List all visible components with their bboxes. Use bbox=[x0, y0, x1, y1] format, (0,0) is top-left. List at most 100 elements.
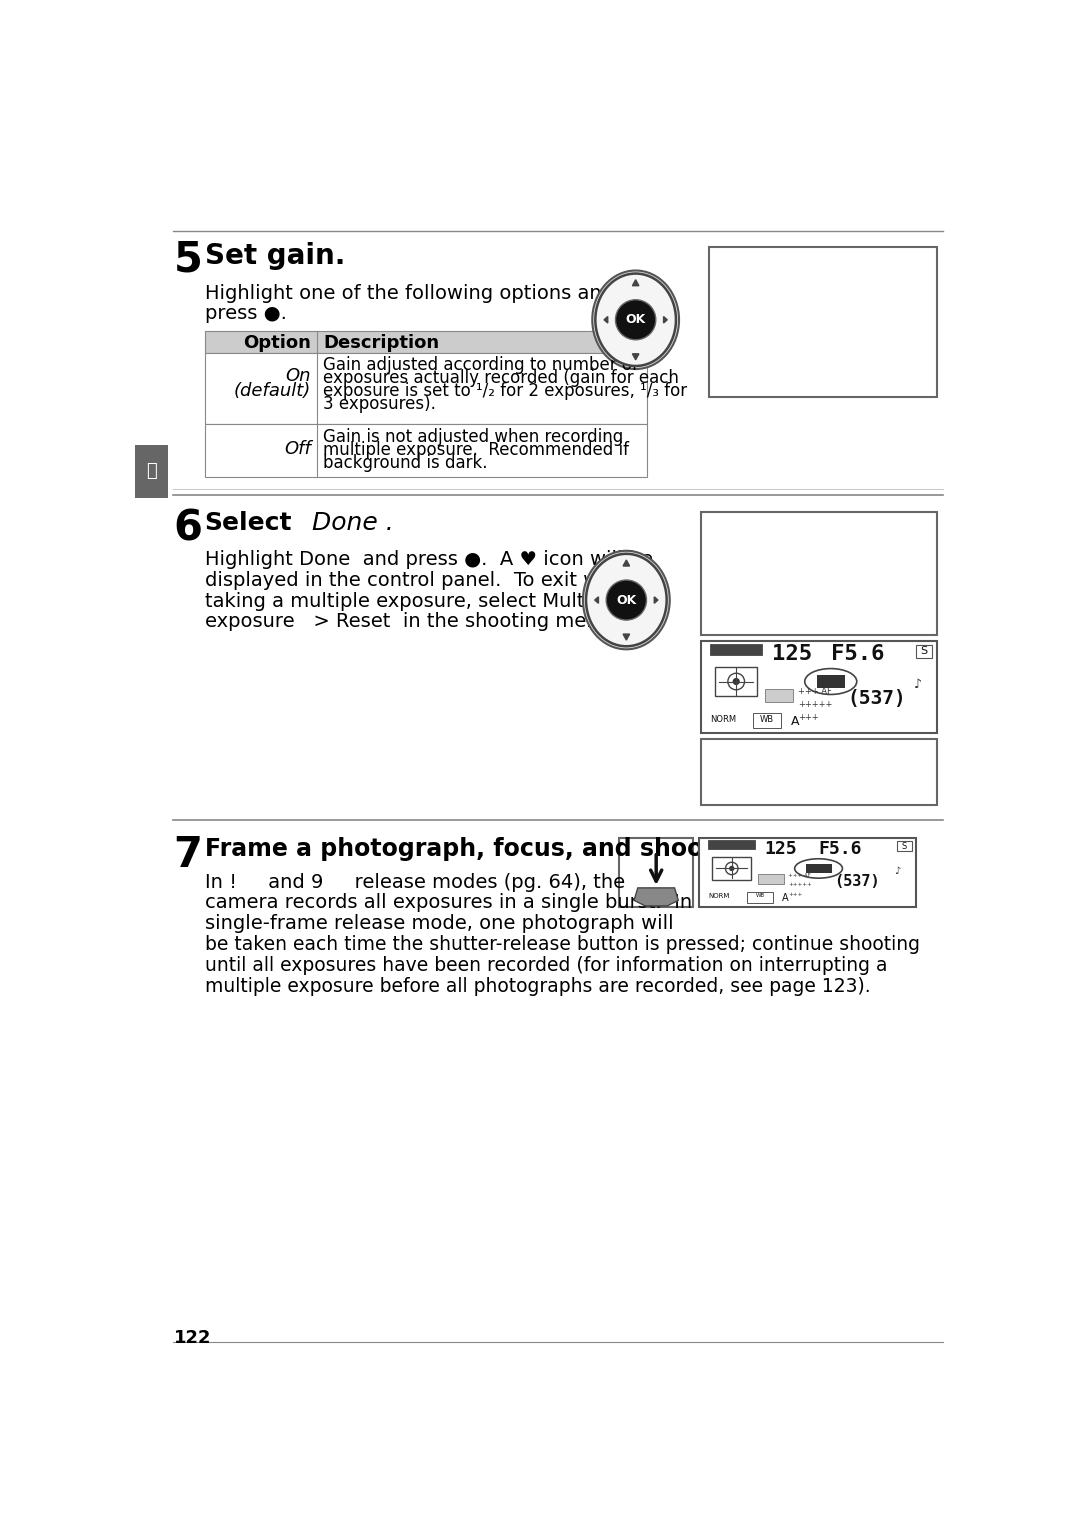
Polygon shape bbox=[604, 317, 608, 323]
Text: +++ AF: +++ AF bbox=[798, 687, 832, 696]
Text: WB: WB bbox=[760, 714, 774, 723]
FancyBboxPatch shape bbox=[896, 841, 912, 852]
Text: On: On bbox=[285, 367, 311, 385]
Ellipse shape bbox=[592, 271, 679, 368]
Text: 125: 125 bbox=[765, 839, 797, 858]
Circle shape bbox=[616, 300, 656, 339]
Text: A: A bbox=[782, 893, 788, 904]
FancyBboxPatch shape bbox=[806, 864, 832, 873]
Text: In !     and 9     release modes (pg. 64), the: In ! and 9 release modes (pg. 64), the bbox=[205, 873, 625, 891]
Text: (537): (537) bbox=[834, 875, 879, 888]
Text: taking a multiple exposure, select Multiple: taking a multiple exposure, select Multi… bbox=[205, 592, 620, 610]
Ellipse shape bbox=[595, 274, 676, 365]
FancyBboxPatch shape bbox=[758, 875, 784, 884]
Text: NORM: NORM bbox=[711, 714, 737, 723]
FancyBboxPatch shape bbox=[619, 838, 693, 907]
Text: Option: Option bbox=[243, 335, 311, 352]
Text: +++: +++ bbox=[798, 713, 819, 722]
Text: Highlight one of the following options and: Highlight one of the following options a… bbox=[205, 283, 613, 303]
Polygon shape bbox=[663, 317, 667, 323]
Text: 7: 7 bbox=[174, 835, 203, 876]
FancyBboxPatch shape bbox=[205, 353, 647, 425]
Ellipse shape bbox=[586, 553, 666, 647]
Text: exposures actually recorded (gain for each: exposures actually recorded (gain for ea… bbox=[323, 368, 679, 387]
Polygon shape bbox=[634, 888, 678, 905]
Text: Frame a photograph, focus, and shoot.: Frame a photograph, focus, and shoot. bbox=[205, 838, 724, 861]
Text: Done .: Done . bbox=[303, 511, 394, 535]
Text: +++ AF: +++ AF bbox=[788, 873, 811, 878]
Text: 6: 6 bbox=[174, 508, 203, 549]
Text: +++: +++ bbox=[788, 891, 802, 898]
Polygon shape bbox=[623, 560, 630, 566]
Text: +++++: +++++ bbox=[798, 700, 832, 709]
Text: single-frame release mode, one photograph will: single-frame release mode, one photograp… bbox=[205, 914, 673, 933]
FancyBboxPatch shape bbox=[701, 740, 937, 804]
Text: S: S bbox=[902, 842, 907, 852]
FancyBboxPatch shape bbox=[205, 425, 647, 477]
Text: Off: Off bbox=[284, 440, 311, 457]
Text: press ●.: press ●. bbox=[205, 304, 286, 323]
Text: camera records all exposures in a single burst.  In: camera records all exposures in a single… bbox=[205, 893, 692, 913]
Ellipse shape bbox=[583, 550, 670, 650]
FancyBboxPatch shape bbox=[708, 246, 937, 396]
Text: exposure is set to ¹/₂ for 2 exposures, ¹/₃ for: exposure is set to ¹/₂ for 2 exposures, … bbox=[323, 382, 688, 401]
FancyBboxPatch shape bbox=[765, 690, 793, 702]
FancyBboxPatch shape bbox=[747, 891, 773, 904]
Text: +++++: +++++ bbox=[788, 882, 812, 887]
Text: Highlight Done  and press ●.  A ♥ icon will be: Highlight Done and press ●. A ♥ icon wil… bbox=[205, 550, 653, 569]
Text: ♪: ♪ bbox=[914, 677, 921, 691]
Text: (default): (default) bbox=[233, 382, 311, 401]
Text: F5.6: F5.6 bbox=[819, 839, 862, 858]
Polygon shape bbox=[633, 353, 639, 359]
Text: Select: Select bbox=[205, 511, 293, 535]
Circle shape bbox=[728, 673, 744, 690]
Polygon shape bbox=[623, 635, 630, 641]
Text: 📷: 📷 bbox=[146, 462, 157, 480]
Polygon shape bbox=[633, 280, 639, 286]
Text: displayed in the control panel.  To exit without: displayed in the control panel. To exit … bbox=[205, 570, 657, 590]
Text: F5.6: F5.6 bbox=[831, 644, 885, 664]
FancyBboxPatch shape bbox=[916, 645, 932, 659]
Text: Set gain.: Set gain. bbox=[205, 242, 346, 271]
Text: Gain adjusted according to number of: Gain adjusted according to number of bbox=[323, 356, 638, 375]
Text: Gain is not adjusted when recording: Gain is not adjusted when recording bbox=[323, 428, 623, 445]
Text: OK: OK bbox=[625, 313, 646, 326]
Text: background is dark.: background is dark. bbox=[323, 454, 488, 472]
Text: NORM: NORM bbox=[707, 893, 729, 899]
Text: 3 exposures).: 3 exposures). bbox=[323, 394, 436, 413]
FancyBboxPatch shape bbox=[710, 644, 762, 656]
Text: S: S bbox=[920, 647, 928, 656]
Circle shape bbox=[606, 579, 647, 621]
Ellipse shape bbox=[805, 668, 856, 694]
Text: 5: 5 bbox=[174, 239, 203, 281]
Text: exposure   > Reset  in the shooting menu.: exposure > Reset in the shooting menu. bbox=[205, 613, 617, 631]
Text: multiple exposure.  Recommended if: multiple exposure. Recommended if bbox=[323, 440, 630, 459]
FancyBboxPatch shape bbox=[701, 512, 937, 635]
Circle shape bbox=[729, 865, 734, 872]
Text: Description: Description bbox=[323, 335, 440, 352]
FancyBboxPatch shape bbox=[712, 858, 752, 879]
Text: multiple exposure before all photographs are recorded, see page 123).: multiple exposure before all photographs… bbox=[205, 977, 870, 995]
FancyBboxPatch shape bbox=[701, 641, 937, 734]
Text: 125: 125 bbox=[772, 644, 812, 664]
Text: (537): (537) bbox=[848, 690, 906, 708]
Circle shape bbox=[732, 677, 740, 685]
Text: 122: 122 bbox=[174, 1329, 212, 1347]
Text: WB: WB bbox=[755, 893, 765, 899]
Text: until all exposures have been recorded (for information on interrupting a: until all exposures have been recorded (… bbox=[205, 956, 888, 976]
Polygon shape bbox=[595, 596, 598, 604]
FancyBboxPatch shape bbox=[816, 674, 845, 688]
FancyBboxPatch shape bbox=[135, 445, 167, 498]
Circle shape bbox=[726, 862, 738, 875]
Ellipse shape bbox=[795, 859, 842, 878]
FancyBboxPatch shape bbox=[715, 667, 757, 696]
Text: A: A bbox=[791, 714, 799, 728]
Polygon shape bbox=[654, 596, 658, 604]
FancyBboxPatch shape bbox=[699, 838, 916, 907]
Text: be taken each time the shutter-release button is pressed; continue shooting: be taken each time the shutter-release b… bbox=[205, 936, 920, 954]
FancyBboxPatch shape bbox=[753, 713, 781, 728]
FancyBboxPatch shape bbox=[205, 332, 647, 353]
Text: ♪: ♪ bbox=[894, 865, 901, 876]
FancyBboxPatch shape bbox=[707, 841, 755, 849]
Text: OK: OK bbox=[617, 593, 636, 607]
